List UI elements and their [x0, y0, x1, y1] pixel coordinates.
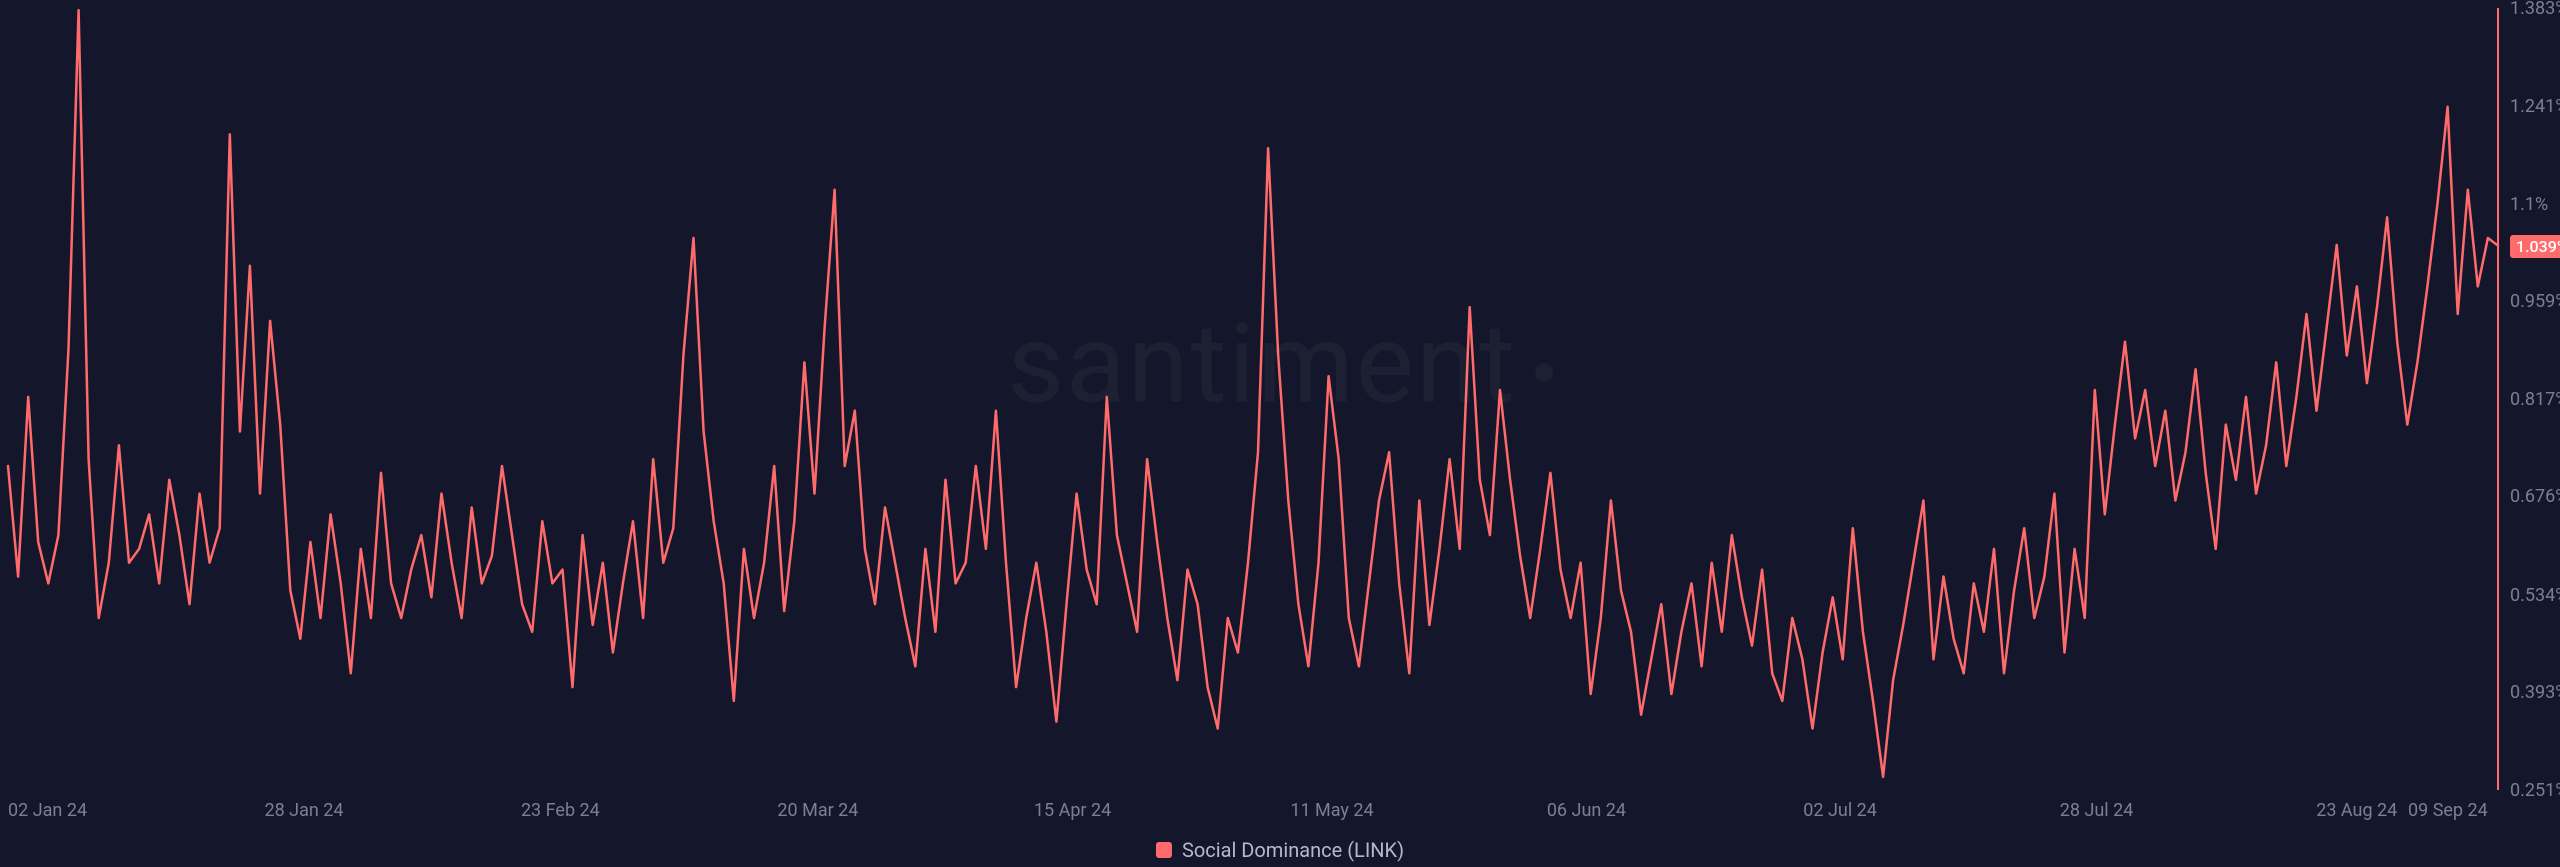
x-tick-label: 06 Jun 24: [1547, 800, 1626, 821]
y-tick-label: 0.817%: [2510, 389, 2560, 410]
current-value-line: [2497, 8, 2499, 790]
line-chart[interactable]: [0, 0, 2560, 867]
legend-label: Social Dominance (LINK): [1182, 838, 1404, 862]
y-tick-label: 0.959%: [2510, 291, 2560, 312]
current-value-text: 1.039%: [2516, 237, 2560, 256]
current-value-badge: 1.039%: [2510, 235, 2560, 258]
y-tick-label: 1.383%: [2510, 0, 2560, 19]
x-tick-label: 28 Jul 24: [2060, 800, 2134, 821]
x-tick-label: 15 Apr 24: [1034, 800, 1111, 821]
series-line: [8, 10, 2498, 777]
x-tick-label: 11 May 24: [1290, 800, 1373, 821]
y-tick-label: 1.1%: [2510, 194, 2548, 215]
x-tick-label: 02 Jan 24: [8, 800, 87, 821]
y-tick-label: 0.251%: [2510, 780, 2560, 801]
y-tick-label: 0.676%: [2510, 486, 2560, 507]
legend-swatch: [1156, 842, 1172, 858]
chart-container: santiment 1.039% 02 Jan 2428 Jan 2423 Fe…: [0, 0, 2560, 867]
legend[interactable]: Social Dominance (LINK): [1156, 838, 1404, 862]
x-tick-label: 23 Aug 24: [2316, 800, 2397, 821]
y-tick-label: 1.241%: [2510, 96, 2560, 117]
x-tick-label: 23 Feb 24: [521, 800, 600, 821]
y-tick-label: 0.393%: [2510, 682, 2560, 703]
y-tick-label: 0.534%: [2510, 585, 2560, 606]
x-tick-label: 02 Jul 24: [1803, 800, 1877, 821]
x-tick-label: 09 Sep 24: [2408, 800, 2488, 821]
x-tick-label: 20 Mar 24: [777, 800, 858, 821]
x-tick-label: 28 Jan 24: [264, 800, 343, 821]
